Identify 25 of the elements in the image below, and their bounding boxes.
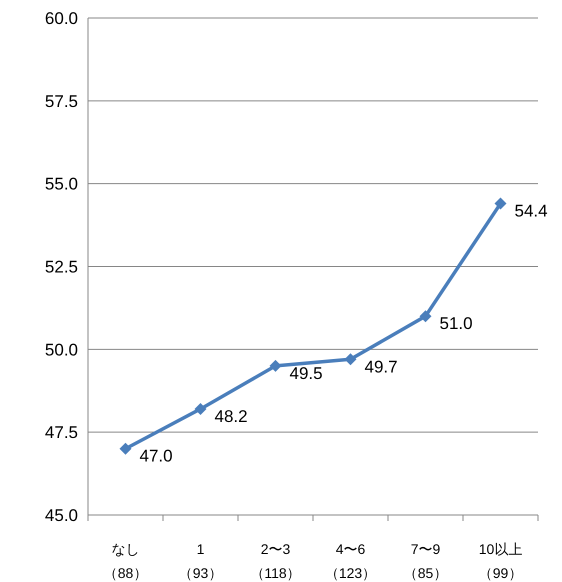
y-tick-label: 50.0 <box>44 340 78 360</box>
point <box>344 353 356 366</box>
data-label: 51.0 <box>440 314 473 334</box>
data-label: 47.0 <box>140 446 173 466</box>
point <box>270 360 282 372</box>
y-tick-label: 47.5 <box>44 423 78 442</box>
x-tick-label: 4〜6（123） <box>324 540 378 582</box>
x-tick-label: 10以上（99） <box>478 540 524 582</box>
point <box>194 402 206 415</box>
x-tick-label: 1（93） <box>178 540 224 582</box>
y-tick-label: 52.5 <box>44 258 78 276</box>
data-label: 49.7 <box>364 357 398 376</box>
data-label: 49.5 <box>290 364 323 383</box>
data-label: 54.4 <box>514 202 548 221</box>
data-label: 48.2 <box>214 406 248 426</box>
x-tick-label: なし（88） <box>102 540 148 582</box>
point <box>120 442 132 455</box>
y-tick-label: 60.0 <box>44 9 78 28</box>
y-tick-label: 55.0 <box>44 174 78 194</box>
point <box>420 310 432 322</box>
x-tick-label: 2〜3（118） <box>249 540 302 582</box>
y-tick-label: 57.5 <box>44 92 78 111</box>
x-tick-label: 7〜9（85） <box>402 540 448 582</box>
point <box>494 198 506 210</box>
y-tick-label: 45.0 <box>44 506 78 525</box>
